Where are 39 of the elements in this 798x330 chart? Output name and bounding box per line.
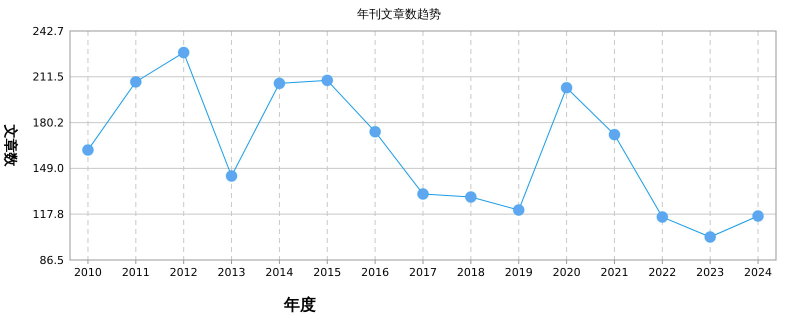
- point: [321, 74, 334, 86]
- x-tick-label: 2023: [696, 266, 724, 279]
- y-tick-label: 86.5: [40, 254, 64, 267]
- y-tick-label: 117.8: [32, 208, 64, 221]
- x-tick-label: 2015: [313, 266, 342, 279]
- y-tick-label: 211.5: [32, 70, 64, 84]
- y-axis-title: 文章数: [2, 124, 19, 168]
- point: [82, 144, 94, 156]
- point: [608, 128, 620, 141]
- point: [273, 77, 286, 90]
- x-tick-label: 2017: [409, 266, 437, 279]
- x-axis-title: 年度: [283, 295, 316, 314]
- point: [226, 170, 238, 182]
- x-tick-label: 2024: [744, 266, 772, 279]
- x-tick-label: 2013: [218, 266, 246, 279]
- point: [704, 230, 716, 243]
- point: [417, 188, 429, 200]
- x-tick-label: 2020: [552, 266, 581, 279]
- point: [656, 211, 668, 224]
- x-tick-label: 2018: [456, 266, 485, 279]
- x-tick-label: 2014: [265, 266, 294, 279]
- point: [369, 126, 382, 138]
- point: [752, 210, 764, 222]
- x-tick-label: 2019: [504, 266, 533, 279]
- point: [464, 190, 477, 203]
- x-tick-label: 2012: [170, 266, 198, 279]
- x-tick-label: 2022: [648, 266, 676, 279]
- y-tick-label: 242.7: [32, 24, 64, 38]
- point: [178, 46, 190, 59]
- x-tick-label: 2021: [600, 266, 628, 279]
- point: [560, 82, 573, 94]
- point: [130, 76, 142, 88]
- x-tick-label: 2016: [361, 266, 390, 279]
- x-tick-label: 2011: [122, 266, 150, 279]
- y-tick-label: 149.0: [32, 162, 64, 176]
- y-tick-label: 180.2: [32, 116, 64, 130]
- x-tick-label: 2010: [74, 266, 102, 279]
- chart-title: 年刊文章数趋势: [357, 7, 441, 21]
- point: [512, 204, 525, 216]
